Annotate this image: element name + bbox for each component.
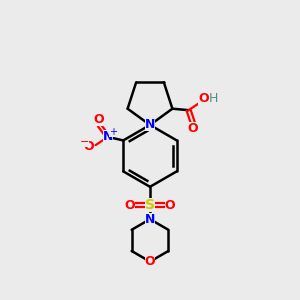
Text: O: O xyxy=(145,255,155,268)
Text: −: − xyxy=(80,136,89,147)
Text: O: O xyxy=(198,92,208,105)
Text: S: S xyxy=(145,198,155,212)
Text: N: N xyxy=(103,130,113,143)
Text: O: O xyxy=(93,113,104,126)
Text: N: N xyxy=(145,213,155,226)
Text: H: H xyxy=(208,92,218,105)
Text: O: O xyxy=(84,140,94,153)
Text: N: N xyxy=(145,118,155,131)
Text: +: + xyxy=(109,127,117,136)
Text: O: O xyxy=(125,199,135,212)
Text: O: O xyxy=(165,199,175,212)
Text: O: O xyxy=(188,122,198,135)
